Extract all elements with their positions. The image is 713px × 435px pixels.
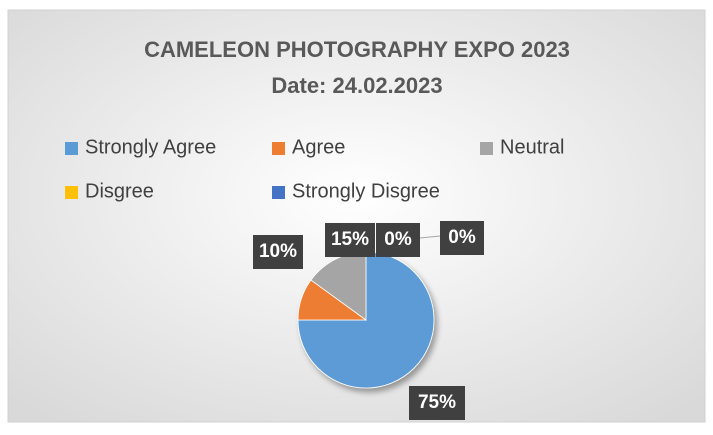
leader-line: [419, 235, 441, 239]
legend-swatch: [65, 186, 78, 199]
legend-swatch: [480, 142, 493, 155]
legend-label: Strongly Disgree: [292, 180, 440, 202]
chart-title: CAMELEON PHOTOGRAPHY EXPO 2023: [144, 37, 570, 62]
data-label-box: [253, 235, 303, 269]
legend-swatch: [272, 186, 285, 199]
chart-subtitle: Date: 24.02.2023: [271, 73, 442, 98]
legend-label: Neutral: [500, 136, 564, 158]
data-label: 0%: [384, 229, 412, 250]
data-label: 15%: [331, 229, 369, 250]
legend-label: Strongly Agree: [85, 136, 216, 158]
data-label: 0%: [448, 227, 476, 248]
data-label-box: [440, 221, 484, 255]
pie: [297, 251, 435, 389]
legend-swatch: [272, 142, 285, 155]
data-label-box: [409, 386, 465, 420]
legend-label: Agree: [292, 136, 345, 158]
data-label-box: [376, 223, 420, 257]
legend-label: Disgree: [85, 180, 154, 202]
data-label: 75%: [418, 392, 456, 413]
pie-slice: [297, 251, 435, 389]
data-label-box: [325, 223, 375, 257]
legend-swatch: [65, 142, 78, 155]
data-label: 10%: [259, 241, 297, 262]
